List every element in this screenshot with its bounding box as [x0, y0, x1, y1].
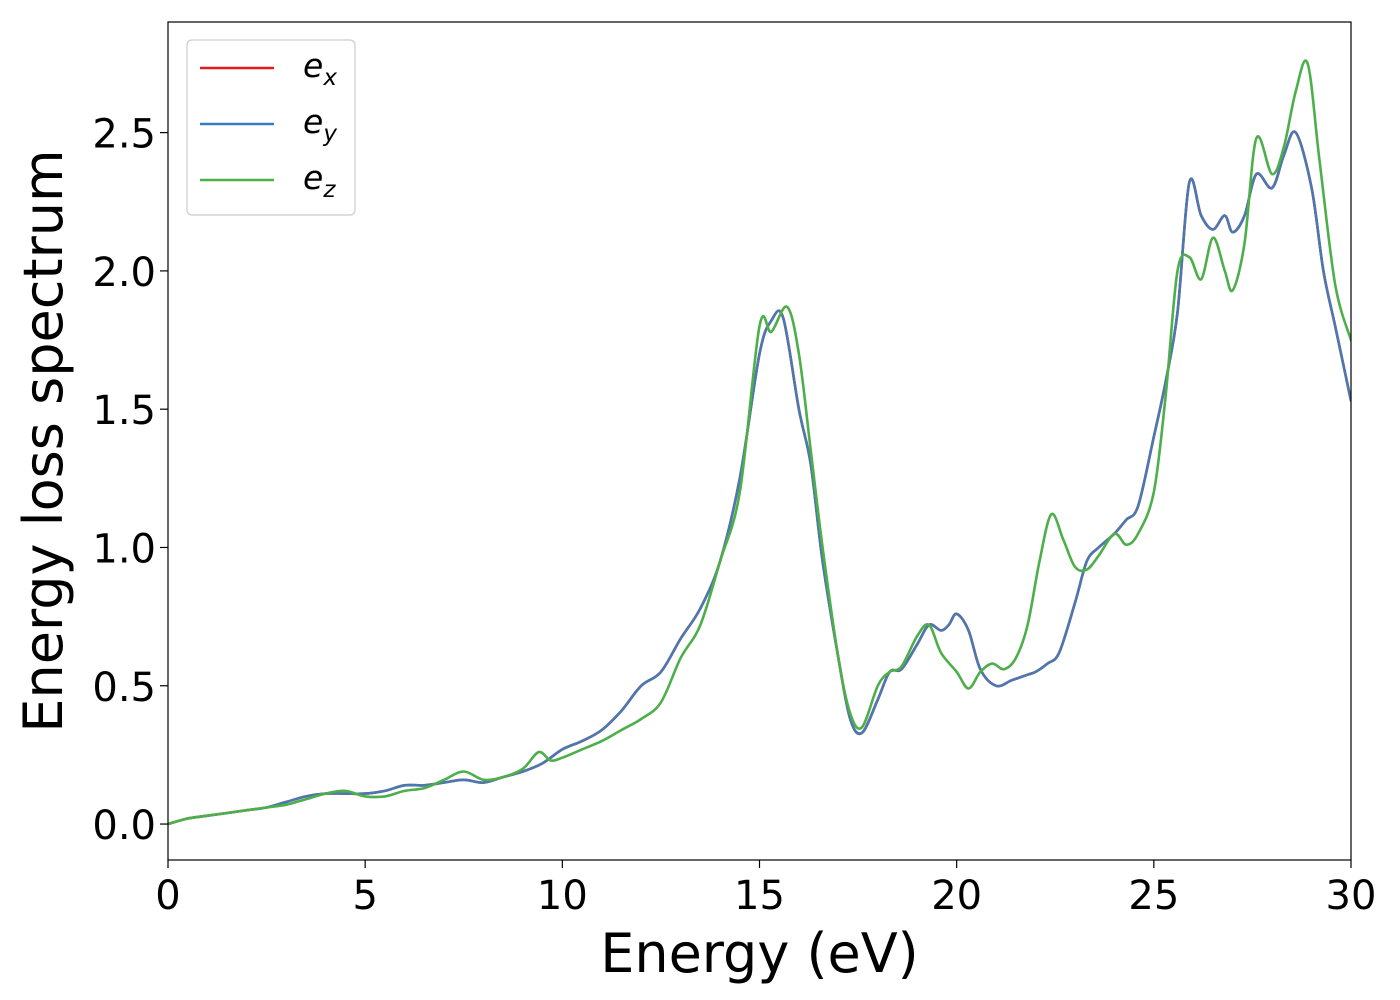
y-tick-label: 1.0: [92, 526, 156, 572]
legend-label-subscript: y: [322, 121, 337, 147]
legend-box: [186, 39, 356, 216]
series-line-z: [168, 59, 1351, 826]
y-tick-label: 0.0: [92, 803, 156, 849]
y-tick-label: 2.5: [92, 112, 156, 158]
legend-label-x: ex: [303, 46, 337, 91]
legend-label-z: ez: [303, 158, 336, 203]
legend-label-base: e: [303, 46, 323, 85]
x-tick-label: 0: [155, 873, 180, 919]
y-tick-label: 2.0: [92, 250, 156, 296]
y-axis-label: Energy loss spectrum: [12, 149, 75, 732]
x-tick-label: 5: [352, 873, 377, 919]
series-line-x: [168, 130, 1351, 826]
x-tick-label: 15: [734, 873, 785, 919]
ticks-layer: 0 5 10 15 20 25 30 0.0 0.5 1.0 1.5 2.0 2.5: [92, 112, 1376, 919]
x-tick-label: 25: [1128, 873, 1179, 919]
x-tick-label: 10: [537, 873, 588, 919]
legend-label-subscript: z: [322, 177, 336, 203]
series-layer: [168, 59, 1351, 826]
legend-label-base: e: [303, 158, 323, 197]
y-tick-label: 1.5: [92, 388, 156, 434]
y-tick-label: 0.5: [92, 665, 156, 711]
legend-label-subscript: x: [322, 65, 337, 91]
x-tick-label: 20: [931, 873, 982, 919]
legend-label-y: ey: [303, 102, 337, 147]
legend-label-base: e: [303, 102, 323, 141]
x-axis-label: Energy (eV): [600, 922, 919, 985]
series-line-y: [168, 130, 1351, 826]
x-tick-label: 30: [1326, 873, 1377, 919]
